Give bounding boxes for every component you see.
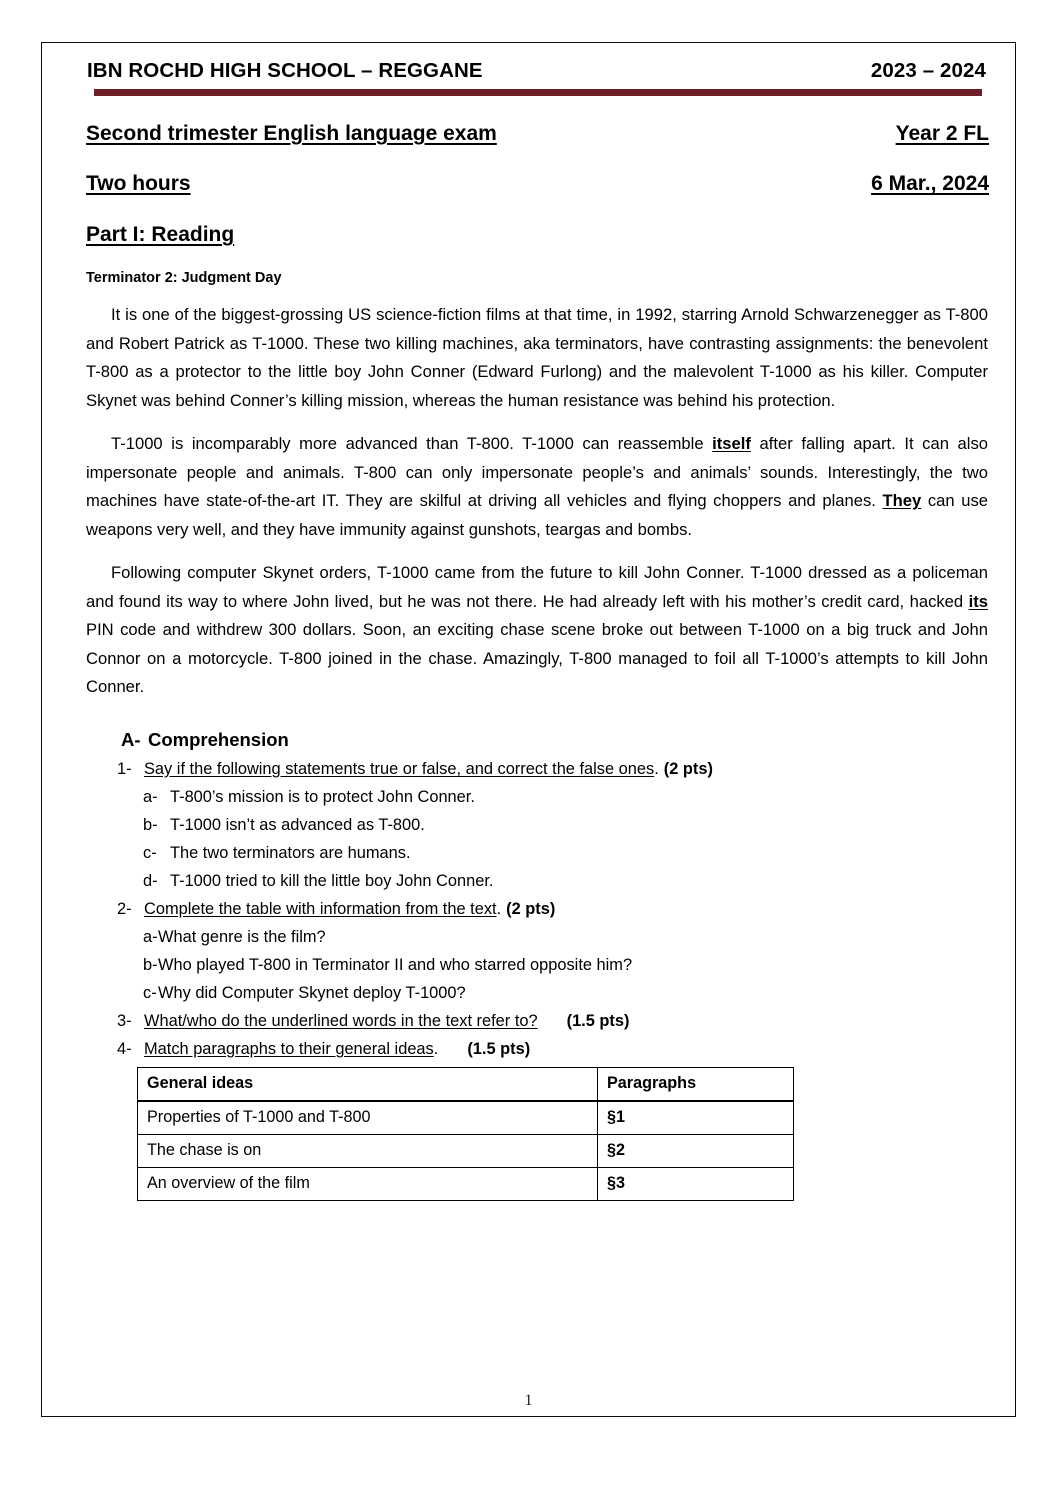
question-number: 2- — [117, 899, 132, 918]
table-cell-general-idea: Properties of T-1000 and T-800 — [137, 1100, 598, 1135]
exam-title-row: Second trimester English language exam Y… — [65, 122, 994, 146]
exam-title: Second trimester English language exam — [86, 122, 497, 145]
table-cell-paragraph: §1 — [597, 1100, 794, 1135]
table-row: Properties of T-1000 and T-800 §1 — [137, 1100, 794, 1135]
question-sub-item: d- T-1000 tried to kill the little boy Jo… — [65, 872, 994, 891]
question-number: 4- — [117, 1039, 132, 1058]
sub-item-letter: a- — [143, 927, 158, 946]
question-item: 4- Match paragraphs to their general idea… — [65, 1040, 994, 1059]
exam-level: Year 2 FL — [895, 122, 989, 145]
passage-paragraph: Following computer Skynet orders, T-1000… — [86, 563, 988, 697]
part-heading: Part I: Reading — [86, 223, 235, 246]
question-sub-item: c- The two terminators are humans. — [65, 844, 994, 863]
question-sub-item: a- What genre is the film? — [65, 928, 994, 947]
question-points: (1.5 pts) — [467, 1039, 531, 1058]
sub-item-text: T-800’s mission is to protect John Conne… — [170, 787, 475, 806]
question-sub-item: b- Who played T-800 in Terminator II and … — [65, 956, 994, 975]
reading-passage: It is one of the biggest-grossing US sci… — [65, 301, 994, 702]
table-cell-paragraph: §2 — [597, 1133, 794, 1168]
section-title: Comprehension — [148, 728, 289, 750]
sub-item-letter: a- — [143, 787, 158, 806]
underlined-word: its — [968, 591, 988, 611]
sub-item-letter: b- — [143, 815, 158, 834]
table-row: An overview of the film §3 — [137, 1166, 794, 1201]
table-row: The chase is on §2 — [137, 1133, 794, 1168]
table-cell-paragraph: §3 — [597, 1166, 794, 1201]
underlined-word: itself — [712, 434, 751, 454]
sub-item-letter: d- — [143, 871, 158, 890]
sub-item-text: What genre is the film? — [158, 927, 326, 946]
underlined-word: They — [882, 491, 922, 511]
table-cell-general-idea: The chase is on — [137, 1133, 598, 1168]
page-frame: IBN ROCHD HIGH SCHOOL – REGGANE 2023 – 2… — [41, 42, 1016, 1417]
exam-date: 6 Mar., 2024 — [871, 172, 989, 195]
question-points: (1.5 pts) — [566, 1011, 630, 1030]
table-col-general-ideas: General ideas — [137, 1066, 598, 1102]
table-cell-general-idea: An overview of the film — [137, 1166, 598, 1201]
section-a-heading: A- Comprehension — [65, 729, 994, 751]
reading-text-title: Terminator 2: Judgment Day — [86, 270, 282, 286]
question-body: Complete the table with information from… — [144, 899, 556, 918]
question-points: (2 pts) — [506, 899, 556, 918]
question-points: (2 pts) — [663, 759, 713, 778]
question-item: 3- What/who do the underlined words in th… — [65, 1012, 994, 1031]
question-body: Say if the following statements true or … — [144, 759, 713, 778]
sub-item-text: T-1000 isn’t as advanced as T-800. — [170, 815, 425, 834]
question-sub-item: b- T-1000 isn’t as advanced as T-800. — [65, 816, 994, 835]
comprehension-questions: 1- Say if the following statements true o… — [65, 760, 994, 1059]
school-name: IBN ROCHD HIGH SCHOOL – REGGANE — [87, 59, 483, 82]
question-number: 1- — [117, 759, 132, 778]
section-letter: A- — [121, 728, 141, 750]
question-sub-item: a- T-800’s mission is to protect John Con… — [65, 788, 994, 807]
sub-item-letter: b- — [143, 955, 158, 974]
sub-item-text: The two terminators are humans. — [170, 843, 411, 862]
question-text: Say if the following statements true or … — [144, 759, 655, 778]
header-divider-rule — [94, 89, 982, 96]
sub-item-letter: c- — [143, 843, 157, 862]
school-header-row: IBN ROCHD HIGH SCHOOL – REGGANE 2023 – 2… — [65, 59, 994, 83]
table-header-row: General ideas Paragraphs — [137, 1066, 794, 1102]
page-content: IBN ROCHD HIGH SCHOOL – REGGANE 2023 – 2… — [65, 59, 994, 1201]
exam-duration: Two hours — [86, 172, 191, 195]
match-paragraphs-table: General ideas Paragraphs Properties of T… — [137, 1066, 794, 1201]
passage-paragraph: T-1000 is incomparably more advanced tha… — [86, 434, 989, 539]
question-item: 1- Say if the following statements true o… — [65, 760, 994, 779]
question-text: Match paragraphs to their general ideas — [144, 1039, 434, 1058]
question-item: 2- Complete the table with information fr… — [65, 900, 994, 919]
sub-item-text: T-1000 tried to kill the little boy John… — [170, 871, 494, 890]
page-number: 1 — [524, 1392, 533, 1409]
question-body: What/who do the underlined words in the … — [144, 1012, 629, 1031]
question-body: Match paragraphs to their general ideas.… — [144, 1039, 531, 1058]
table-col-paragraphs: Paragraphs — [597, 1066, 794, 1102]
exam-meta-row: Two hours 6 Mar., 2024 — [65, 172, 994, 196]
question-text: What/who do the underlined words in the … — [144, 1011, 538, 1030]
sub-item-text: Why did Computer Skynet deploy T-1000? — [158, 983, 466, 1002]
question-sub-item: c- Why did Computer Skynet deploy T-1000? — [65, 984, 994, 1003]
passage-paragraph: It is one of the biggest-grossing US sci… — [86, 305, 988, 410]
sub-item-letter: c- — [143, 983, 157, 1002]
sub-item-text: Who played T-800 in Terminator II and wh… — [158, 955, 633, 974]
question-text: Complete the table with information from… — [144, 899, 497, 918]
question-number: 3- — [117, 1011, 132, 1030]
school-year: 2023 – 2024 — [870, 59, 986, 82]
